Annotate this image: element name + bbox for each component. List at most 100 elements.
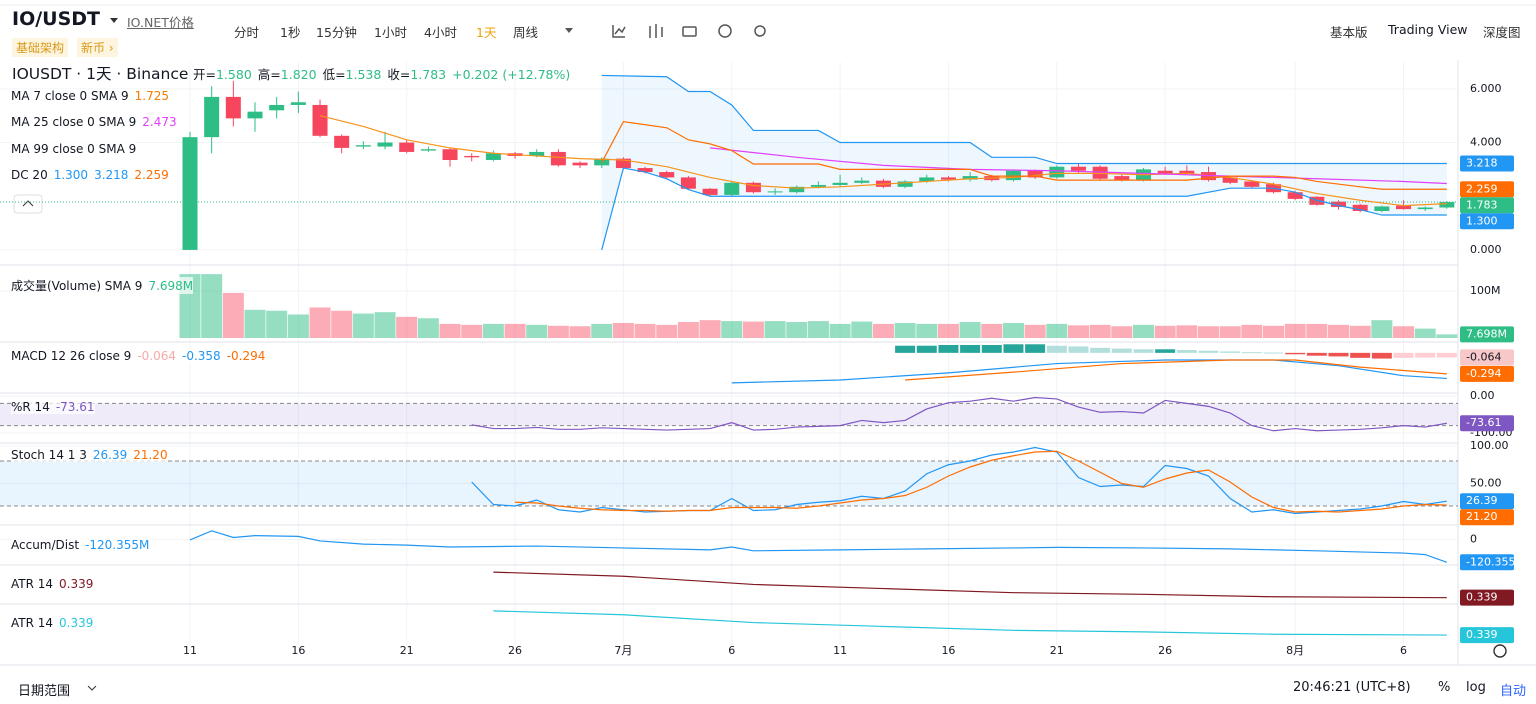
volume-bar xyxy=(872,323,894,338)
legend-name: MA 25 close 0 SMA 9 xyxy=(11,115,137,129)
time-tick-label: 8月 xyxy=(1286,644,1304,657)
volume-bar xyxy=(764,321,786,338)
histogram-bar xyxy=(1111,348,1132,353)
axis-settings[interactable] xyxy=(1493,644,1507,658)
view-button[interactable]: Trading View xyxy=(1388,22,1468,37)
price-tag xyxy=(1460,365,1514,382)
axis-option[interactable]: % xyxy=(1438,680,1451,695)
axis-option[interactable]: 自动 xyxy=(1500,684,1527,699)
price-tag-label: 21.20 xyxy=(1466,510,1498,523)
interval-dropdown[interactable] xyxy=(565,28,573,33)
candle-body xyxy=(225,96,241,119)
price-tag-label: -73.61 xyxy=(1466,416,1501,429)
volume-bar xyxy=(1046,323,1068,338)
camera-icon[interactable] xyxy=(682,26,697,37)
volume-bar xyxy=(916,323,938,338)
clock: 20:46:21 (UTC+8) xyxy=(1293,680,1411,695)
volume-pane xyxy=(179,274,1458,338)
symbol[interactable]: IO/USDT xyxy=(12,8,101,30)
candle-body xyxy=(919,177,935,182)
legend-value: 2.259 xyxy=(134,168,169,182)
price-tag xyxy=(1460,493,1514,510)
histogram-bar xyxy=(1025,344,1046,353)
indicator-legend: MA 7 close 0 SMA 9 1.725 xyxy=(11,89,169,103)
volume-bar xyxy=(829,323,851,338)
histogram-bar xyxy=(1263,352,1284,354)
candle-body xyxy=(420,149,436,151)
price-tag xyxy=(1460,554,1514,571)
candle-body xyxy=(334,135,350,148)
settings-icon[interactable] xyxy=(754,25,766,37)
histogram-bar xyxy=(1090,347,1111,353)
indicator-legend: %R 14 -73.61 xyxy=(11,400,95,414)
volume-bar xyxy=(1349,325,1371,338)
interval-button[interactable]: 4小时 xyxy=(424,25,457,40)
indicator-line xyxy=(319,115,1447,207)
histogram-bar xyxy=(1046,345,1067,353)
ohlc-label: 开= xyxy=(193,67,216,82)
volume-bar xyxy=(1197,326,1219,338)
candle-icon[interactable] xyxy=(649,24,663,38)
badge: 基础架构 xyxy=(12,38,69,57)
histogram-bar xyxy=(1393,352,1414,358)
interval-button[interactable]: 1小时 xyxy=(374,25,407,40)
legend-value: 1.725 xyxy=(134,89,169,103)
histogram-bar xyxy=(1176,350,1197,353)
candle-body xyxy=(680,177,696,189)
price-tick-label: 100.00 xyxy=(1470,439,1509,452)
indicator-icon[interactable] xyxy=(612,25,626,38)
symbol-dropdown[interactable] xyxy=(110,18,118,23)
interval-button[interactable]: 15分钟 xyxy=(316,25,357,40)
volume-bar xyxy=(547,325,569,338)
legend-value: 3.218 xyxy=(94,168,129,182)
volume-bar xyxy=(656,324,678,338)
volume-bar xyxy=(742,321,764,338)
volume-bar xyxy=(331,310,353,338)
histogram-bar xyxy=(1306,352,1327,356)
price-tag-label: -120.355M xyxy=(1466,555,1525,568)
indicator-legend: 成交量(Volume) SMA 9 7.698M xyxy=(11,277,194,294)
histogram-bar xyxy=(1068,346,1089,353)
candle-body xyxy=(962,176,978,180)
candle-body xyxy=(1287,192,1303,199)
candle-body xyxy=(355,145,371,147)
collapse-legend[interactable] xyxy=(13,194,43,214)
volume-bar xyxy=(1241,324,1263,338)
volume-bar xyxy=(1393,326,1415,338)
view-button[interactable]: 深度图 xyxy=(1483,25,1521,40)
view-button[interactable]: 基本版 xyxy=(1330,25,1368,40)
interval-button[interactable]: 1秒 xyxy=(280,25,301,40)
volume-bar xyxy=(1306,323,1328,338)
badge: 新币 › xyxy=(77,38,118,57)
indicator-legend: Stoch 14 1 3 26.39 21.20 xyxy=(11,448,168,462)
time-tick-label: 6 xyxy=(728,644,735,657)
williams_r-pane xyxy=(0,396,1458,432)
volume-bar xyxy=(1002,322,1024,338)
volume-bar xyxy=(1132,324,1154,338)
stoch-pane xyxy=(0,446,1458,515)
symbol-link[interactable]: IO.NET价格 xyxy=(127,15,194,30)
ohlc-value: 1.783 xyxy=(410,67,447,82)
volume-bar xyxy=(591,323,613,338)
legend-name: MACD 12 26 close 9 xyxy=(11,349,132,363)
price-tag-label: 1.783 xyxy=(1466,198,1498,211)
volume-bar xyxy=(1284,323,1306,338)
volume-bar xyxy=(1154,325,1176,338)
candle-body xyxy=(1092,166,1108,179)
time-tick-label: 11 xyxy=(833,644,847,657)
time-tick-label: 26 xyxy=(508,644,522,657)
candle-body xyxy=(745,182,761,193)
interval-button[interactable]: 周线 xyxy=(513,25,539,40)
interval-button[interactable]: 1天 xyxy=(476,25,497,40)
candle-body xyxy=(1352,204,1368,211)
legend-value: -73.61 xyxy=(55,400,95,414)
volume-bar xyxy=(309,307,331,338)
add-icon[interactable] xyxy=(718,24,732,38)
date-range[interactable]: 日期范围 xyxy=(18,684,71,699)
atr-pane xyxy=(493,571,1447,599)
interval-button[interactable]: 分时 xyxy=(234,25,260,40)
time-tick-label: 26 xyxy=(1158,644,1172,657)
axis-option[interactable]: log xyxy=(1466,680,1486,695)
candle-body xyxy=(442,149,458,160)
range-dropdown[interactable] xyxy=(87,685,97,691)
